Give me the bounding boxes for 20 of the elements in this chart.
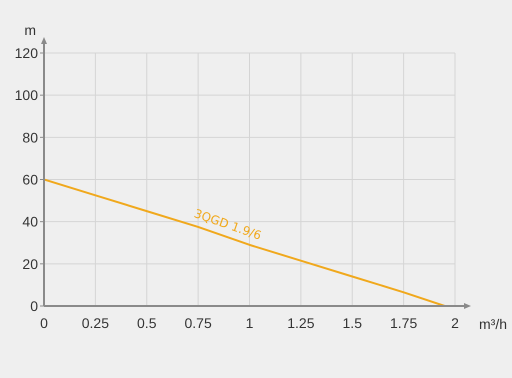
y-tick-label: 80 (22, 129, 38, 146)
x-tick-label: 1.75 (390, 314, 418, 331)
x-tick-label: 0 (40, 314, 48, 331)
x-tick-label: 1 (246, 314, 254, 331)
y-tick-label: 20 (22, 256, 38, 272)
y-tick-label: 40 (22, 214, 38, 230)
y-tick-label: 120 (14, 44, 38, 61)
y-tick-label: 100 (14, 87, 38, 104)
line-series (44, 178, 446, 306)
y-tick-label: 0 (30, 298, 38, 314)
y-axis-title: m (24, 22, 36, 38)
x-tick-label: 2 (451, 314, 460, 331)
y-tick-label: 60 (22, 171, 38, 188)
x-tick-label: 1.5 (342, 314, 362, 331)
text: 3QGD 1.9/6 (192, 206, 264, 243)
x-tick-label: 1.25 (287, 314, 315, 331)
x-axis-title: m³/h (479, 316, 507, 332)
x-tick-label: 0.5 (137, 314, 157, 331)
x-tick-label: 0.75 (184, 314, 212, 331)
x-tick-label: 0.25 (82, 314, 110, 331)
